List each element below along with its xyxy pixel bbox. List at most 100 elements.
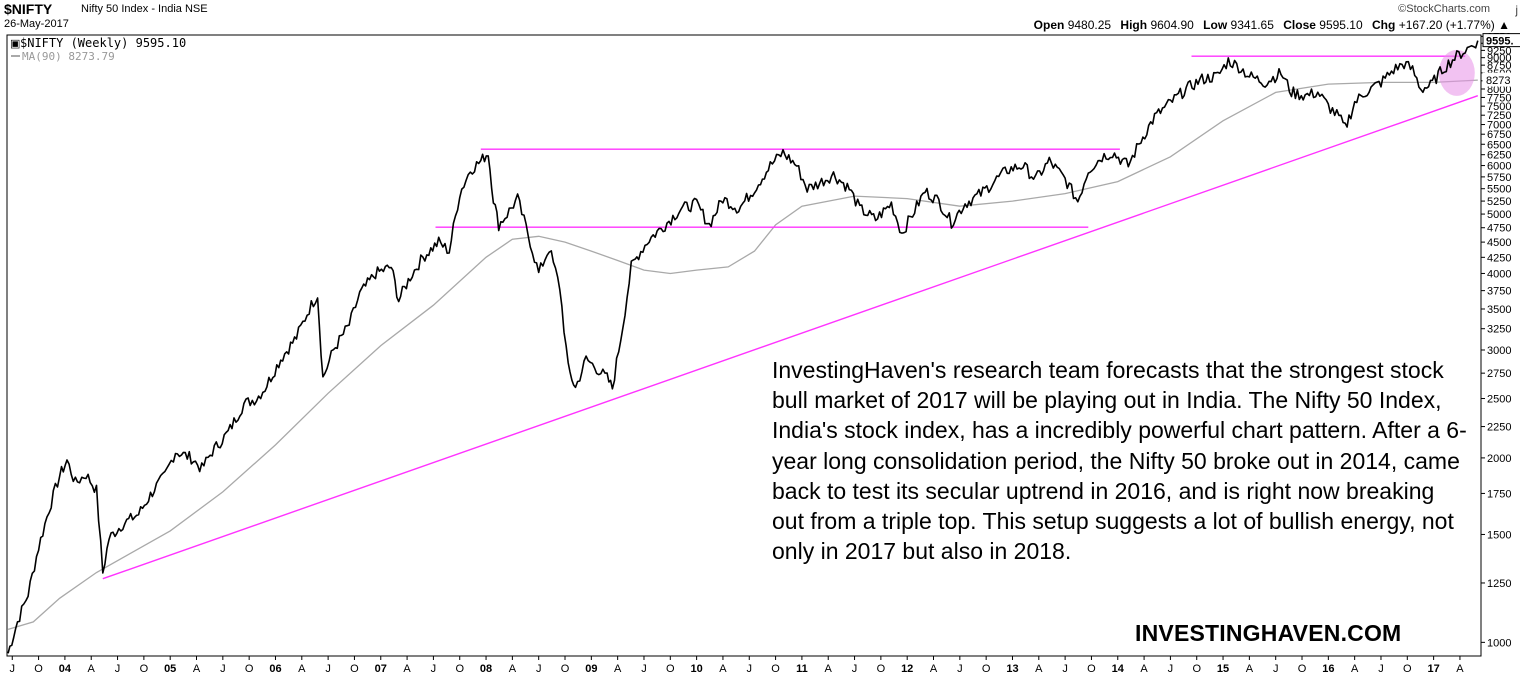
y-tick-label: 5000	[1487, 209, 1511, 221]
x-tick-label: A	[719, 663, 727, 675]
y-tick-label: 4750	[1487, 223, 1511, 235]
x-tick-label: A	[1351, 663, 1359, 675]
y-tick-label: 9250	[1487, 45, 1511, 57]
index-name: Nifty 50 Index - India NSE	[81, 3, 208, 15]
x-tick-label: 13	[1006, 663, 1018, 675]
y-tick-label: 7000	[1487, 120, 1511, 132]
x-tick-label: A	[1140, 663, 1148, 675]
annotation-text: InvestingHaven's research team forecasts…	[772, 357, 1467, 565]
chg-label: Chg	[1372, 18, 1396, 32]
y-tick-label: 5250	[1487, 196, 1511, 208]
y-tick-label: 6000	[1487, 161, 1511, 173]
y-tick-label: 4000	[1487, 268, 1511, 280]
x-tick-label: J	[115, 663, 121, 675]
x-tick-label: 09	[585, 663, 597, 675]
x-tick-label: 04	[59, 663, 72, 675]
y-tick-label: 6500	[1487, 139, 1511, 151]
x-tick-label: O	[1087, 663, 1096, 675]
x-tick-label: A	[825, 663, 833, 675]
x-tick-label: O	[140, 663, 149, 675]
x-tick-label: J	[10, 663, 16, 675]
y-tick-label: 8000	[1487, 84, 1511, 96]
y-value-box	[1482, 72, 1520, 87]
exchange-label: NSE	[184, 3, 208, 15]
x-tick-label: J	[747, 663, 753, 675]
y-tick-label: 6750	[1487, 129, 1511, 141]
legend: ▣ $NIFTY (Weekly) 9595.10 MA(90) 8273.79	[10, 36, 186, 63]
x-tick-label: J	[1168, 663, 1174, 675]
x-tick-label: 05	[164, 663, 176, 675]
x-tick-label: 06	[269, 663, 281, 675]
ohlc-readout: Open 9480.25 High 9604.90 Low 9341.65 Cl…	[1034, 18, 1510, 32]
x-tick-label: 10	[690, 663, 702, 675]
plot-frame	[6, 34, 1482, 657]
legend-main: $NIFTY (Weekly) 9595.10	[20, 36, 186, 50]
x-tick-label: A	[298, 663, 306, 675]
high-label: High	[1120, 18, 1148, 32]
ma-layer	[7, 79, 1478, 631]
x-tick-label: J	[325, 663, 331, 675]
x-tick-label: O	[350, 663, 359, 675]
x-tick-label: O	[1192, 663, 1201, 675]
x-tick-label: J	[431, 663, 437, 675]
watermark: INVESTINGHAVEN.COM	[1135, 620, 1402, 646]
x-tick-label: 16	[1322, 663, 1334, 675]
x-axis: J O 04 A J O 05 A J O 06 A J O 07 A J O 08 A J O 09 A J O 10 A J O 11 A…	[10, 656, 1464, 675]
y-tick-label: 2000	[1487, 453, 1511, 465]
x-tick-label: O	[561, 663, 570, 675]
trendline	[102, 95, 1479, 580]
y-tick-label: 7250	[1487, 110, 1511, 122]
y-tick-label: 8750	[1487, 60, 1511, 72]
legend-ma: MA(90) 8273.79	[22, 50, 115, 63]
y-tick-label: 4500	[1487, 237, 1511, 249]
x-tick-label: J	[1273, 663, 1279, 675]
x-tick-label: J	[1062, 663, 1068, 675]
y-tick-label: 3750	[1487, 286, 1511, 298]
y-tick-label: 1750	[1487, 488, 1511, 500]
y-value-label: 9595.	[1486, 36, 1514, 48]
high-value: 9604.90	[1150, 18, 1194, 32]
y-tick-label: 6250	[1487, 150, 1511, 162]
open-label: Open	[1033, 18, 1065, 32]
y-tick-label: 3250	[1487, 324, 1511, 336]
x-tick-label: J	[1378, 663, 1384, 675]
x-tick-label: 15	[1217, 663, 1229, 675]
chart-symbol: $NIFTY	[4, 1, 53, 17]
y-tick-label: 2750	[1487, 368, 1511, 380]
legend-main-icon: ▣	[10, 38, 20, 50]
open-value: 9480.25	[1067, 18, 1112, 32]
y-tick-label: 1500	[1487, 529, 1511, 541]
x-tick-label: O	[1403, 663, 1412, 675]
y-tick-label: 1250	[1487, 578, 1511, 590]
x-tick-label: J	[852, 663, 858, 675]
y-value-box	[1482, 33, 1520, 48]
x-tick-label: A	[403, 663, 411, 675]
y-tick-label: 5500	[1487, 184, 1511, 196]
y-tick-label: 5750	[1487, 172, 1511, 184]
y-tick-label: 2250	[1487, 422, 1511, 434]
y-tick-label: 7750	[1487, 92, 1511, 104]
x-tick-label: 14	[1112, 663, 1125, 675]
x-tick-label: A	[1035, 663, 1043, 675]
x-tick-label: A	[614, 663, 622, 675]
x-tick-label: A	[509, 663, 517, 675]
chart-date: 26-May-2017	[4, 18, 69, 30]
chg-value: +167.20 (+1.77%)	[1398, 18, 1495, 32]
y-tick-label: 3000	[1487, 345, 1511, 357]
x-tick-label: O	[982, 663, 991, 675]
x-tick-label: O	[877, 663, 886, 675]
x-tick-label: 11	[796, 663, 808, 675]
y-tick-label: 4250	[1487, 252, 1511, 264]
x-tick-label: O	[34, 663, 43, 675]
brand-label: ©StockCharts.com	[1398, 3, 1490, 15]
x-tick-label: J	[957, 663, 963, 675]
y-tick-label: 2500	[1487, 394, 1511, 406]
price-line	[7, 40, 1479, 654]
low-value: 9341.65	[1230, 18, 1274, 32]
y-tick-label: 1000	[1487, 637, 1511, 649]
brand-cut-label: j	[1515, 3, 1518, 17]
low-label: Low	[1203, 18, 1228, 32]
x-tick-label: 17	[1427, 663, 1439, 675]
x-tick-label: 07	[375, 663, 387, 675]
